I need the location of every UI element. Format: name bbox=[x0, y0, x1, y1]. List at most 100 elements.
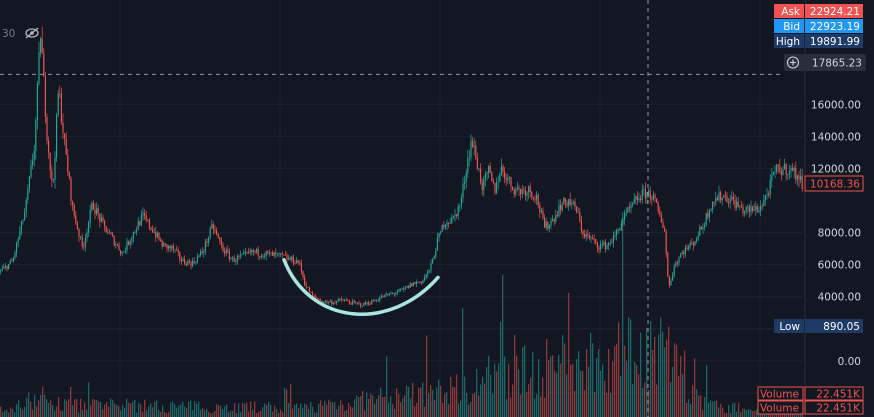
volume-bar bbox=[16, 404, 18, 417]
candle bbox=[713, 201, 715, 207]
volume-bar bbox=[452, 386, 454, 417]
volume-bar bbox=[218, 405, 220, 417]
crosshair-price-label[interactable]: 17865.23 bbox=[784, 54, 866, 71]
volume-bar bbox=[2, 411, 4, 417]
volume-bar bbox=[392, 404, 394, 417]
volume-bar bbox=[238, 403, 240, 417]
volume-bar bbox=[794, 412, 796, 417]
candle bbox=[136, 226, 138, 236]
volume-bar bbox=[192, 410, 194, 417]
candle bbox=[102, 214, 104, 224]
volume-bar bbox=[468, 404, 470, 417]
volume-bar bbox=[32, 409, 34, 417]
candle bbox=[574, 198, 576, 211]
candle bbox=[182, 256, 184, 262]
volume-bar bbox=[470, 401, 472, 417]
candle bbox=[630, 201, 632, 214]
volume-bar bbox=[368, 399, 370, 417]
candle bbox=[766, 187, 768, 200]
candle bbox=[648, 188, 650, 198]
candle bbox=[432, 258, 434, 264]
volume-bar bbox=[378, 394, 380, 417]
candle bbox=[787, 173, 789, 180]
volume-bar bbox=[254, 401, 256, 417]
candle bbox=[643, 185, 645, 196]
candle bbox=[108, 228, 110, 234]
volume-bar bbox=[464, 376, 466, 417]
plus-circle-icon[interactable] bbox=[786, 56, 800, 69]
candle bbox=[299, 259, 301, 266]
candle bbox=[459, 204, 461, 212]
candle bbox=[492, 178, 494, 185]
candle bbox=[104, 219, 106, 232]
candle bbox=[444, 223, 446, 230]
volume-bar bbox=[504, 356, 506, 417]
volume-bar bbox=[538, 358, 540, 417]
volume-bar bbox=[284, 387, 286, 417]
candle bbox=[544, 214, 546, 228]
candle bbox=[204, 239, 206, 256]
volume-bar bbox=[354, 399, 356, 417]
volume-bar bbox=[604, 380, 606, 417]
candle bbox=[134, 230, 136, 235]
candle bbox=[785, 162, 787, 181]
volume-bar bbox=[772, 414, 774, 417]
volume-bar bbox=[506, 399, 508, 417]
volume-bar bbox=[76, 399, 78, 417]
volume-bar bbox=[304, 403, 306, 417]
price-label-low: Low 890.05 bbox=[774, 319, 863, 333]
price-label-value: 22923.19 bbox=[810, 21, 860, 33]
candle bbox=[152, 225, 154, 233]
volume-bar bbox=[630, 319, 632, 417]
candle bbox=[417, 281, 419, 283]
candle bbox=[547, 221, 549, 232]
volume-bar bbox=[352, 407, 354, 417]
candle bbox=[761, 203, 763, 211]
volume-label: Volume 22.451K bbox=[757, 400, 864, 415]
candle bbox=[329, 299, 331, 303]
candle bbox=[235, 258, 237, 266]
volume-bar bbox=[252, 410, 254, 417]
candle bbox=[124, 247, 126, 255]
candle bbox=[603, 240, 605, 247]
volume-bar bbox=[290, 383, 292, 417]
volume-bar bbox=[456, 374, 458, 417]
candle bbox=[84, 233, 86, 252]
candle bbox=[222, 242, 224, 253]
volume-bar bbox=[214, 411, 216, 417]
candle bbox=[462, 177, 464, 203]
volume-bar bbox=[66, 400, 68, 417]
cup-annotation[interactable] bbox=[282, 258, 440, 316]
volume-bar bbox=[348, 402, 350, 417]
volume-bar bbox=[280, 409, 282, 417]
volume-bar bbox=[554, 370, 556, 417]
volume-bar bbox=[274, 405, 276, 417]
candle bbox=[56, 112, 58, 162]
volume-bar bbox=[156, 400, 158, 417]
volume-bar bbox=[720, 403, 722, 417]
candle bbox=[537, 192, 539, 209]
eye-off-icon[interactable] bbox=[25, 27, 39, 39]
candle bbox=[702, 223, 704, 235]
candle bbox=[433, 255, 435, 260]
candle bbox=[795, 161, 797, 184]
candle bbox=[752, 205, 754, 214]
last-price-value: 10168.36 bbox=[810, 179, 860, 191]
volume-bar bbox=[498, 363, 500, 417]
volume-bar bbox=[570, 364, 572, 417]
candle bbox=[580, 215, 582, 235]
candle bbox=[219, 236, 221, 245]
candle bbox=[628, 202, 630, 213]
volume-bar bbox=[512, 384, 514, 417]
volume-bar bbox=[598, 348, 600, 417]
volume-bar bbox=[432, 390, 434, 417]
candle bbox=[518, 184, 520, 197]
candle bbox=[33, 144, 35, 167]
volume-bar bbox=[436, 387, 438, 417]
candle bbox=[352, 298, 354, 306]
volume-bar bbox=[390, 396, 392, 417]
candle bbox=[230, 257, 232, 260]
candle bbox=[344, 298, 346, 302]
volume-bar bbox=[42, 386, 44, 417]
